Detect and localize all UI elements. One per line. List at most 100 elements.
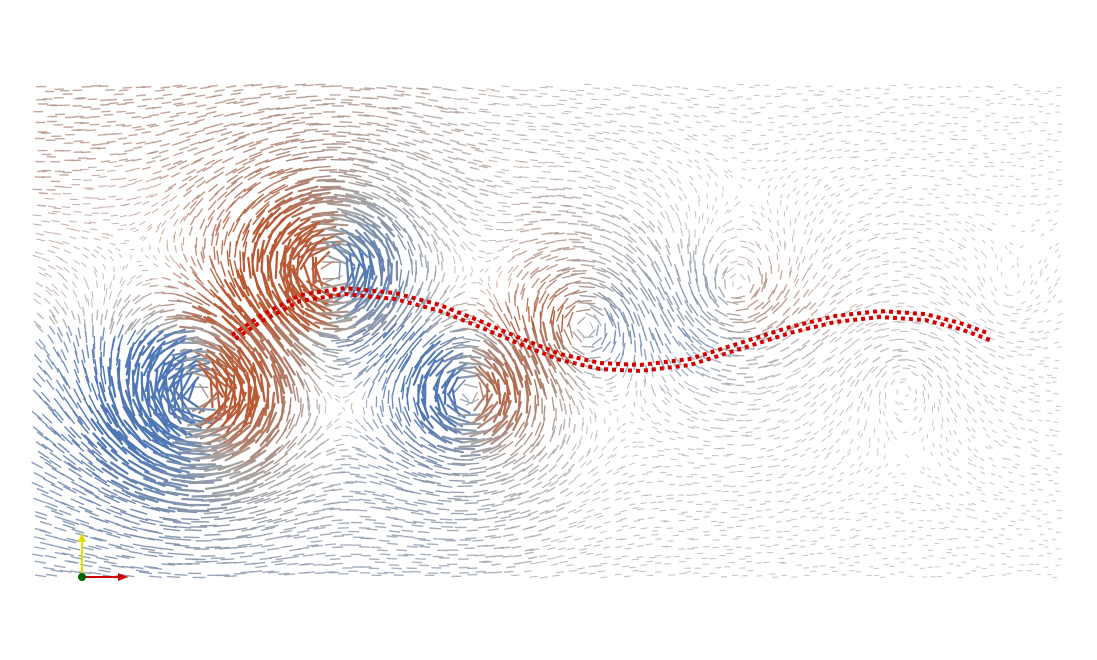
- vector-glyph: [308, 150, 325, 154]
- vector-glyph: [760, 166, 766, 169]
- vector-glyph: [41, 413, 53, 424]
- vector-glyph: [336, 357, 351, 361]
- vector-glyph: [621, 455, 628, 459]
- vector-glyph: [1045, 419, 1051, 422]
- vector-glyph: [262, 272, 273, 300]
- vector-glyph: [678, 93, 685, 95]
- vector-glyph: [604, 186, 614, 191]
- vector-glyph: [108, 161, 118, 164]
- vector-glyph: [229, 468, 252, 480]
- vector-glyph: [356, 368, 367, 377]
- vector-glyph: [84, 293, 88, 303]
- vector-glyph: [265, 212, 282, 230]
- vector-glyph: [757, 266, 762, 276]
- vector-glyph: [400, 184, 413, 192]
- vector-glyph: [693, 296, 703, 310]
- vector-glyph: [347, 103, 360, 106]
- vector-glyph: [67, 462, 81, 472]
- vector-glyph: [664, 277, 672, 290]
- vector-glyph: [462, 393, 470, 402]
- vector-glyph: [116, 297, 122, 307]
- vector-glyph: [305, 389, 310, 403]
- vector-glyph: [760, 212, 765, 217]
- vector-glyph: [657, 202, 663, 209]
- vector-glyph: [376, 95, 388, 99]
- vector-glyph: [915, 321, 923, 324]
- vector-glyph: [881, 272, 889, 275]
- vector-glyph: [383, 147, 397, 153]
- vector-glyph: [987, 319, 994, 324]
- vector-glyph: [280, 172, 298, 179]
- vector-glyph: [217, 460, 244, 471]
- vector-glyph: [561, 267, 576, 272]
- vector-glyph: [840, 230, 846, 235]
- vector-glyph: [182, 253, 188, 263]
- vector-glyph: [460, 98, 469, 101]
- vector-glyph: [391, 324, 405, 340]
- vector-glyph: [804, 191, 809, 196]
- vector-glyph: [650, 352, 655, 364]
- vector-glyph: [541, 148, 550, 151]
- vector-glyph: [542, 171, 551, 173]
- vector-glyph: [777, 476, 784, 479]
- vector-glyph: [809, 210, 814, 216]
- vector-glyph: [704, 120, 711, 122]
- vector-glyph: [345, 197, 367, 206]
- vector-glyph: [566, 311, 574, 327]
- vector-glyph: [1006, 381, 1012, 385]
- vector-glyph: [307, 397, 310, 410]
- vector-glyph: [752, 211, 757, 215]
- vector-glyph: [427, 349, 444, 366]
- vector-glyph: [451, 340, 470, 345]
- vector-glyph: [328, 171, 347, 174]
- vector-glyph: [813, 430, 819, 436]
- vector-glyph: [100, 446, 118, 462]
- vector-glyph: [88, 405, 100, 422]
- vector-glyph: [646, 254, 655, 265]
- vector-glyph: [191, 305, 211, 316]
- vector-glyph: [73, 273, 79, 280]
- vector-glyph: [202, 285, 216, 298]
- vector-glyph: [528, 238, 539, 242]
- vector-glyph: [524, 374, 532, 396]
- vector-glyph: [543, 405, 546, 421]
- vector-glyph: [670, 204, 675, 212]
- vector-glyph: [979, 466, 984, 470]
- vector-glyph: [511, 345, 524, 366]
- vector-glyph: [698, 195, 701, 202]
- vector-glyph: [573, 170, 582, 173]
- vector-glyph: [87, 441, 102, 456]
- vector-glyph: [589, 416, 592, 424]
- vector-glyph: [381, 377, 388, 391]
- vector-glyph: [649, 196, 656, 203]
- vector-glyph: [741, 168, 747, 171]
- vector-glyph: [361, 253, 367, 282]
- vector-glyph: [621, 430, 627, 434]
- vector-glyph: [85, 282, 90, 290]
- vector-glyph: [590, 223, 601, 228]
- vector-glyph: [226, 139, 239, 146]
- vector-glyph: [226, 174, 239, 183]
- vector-glyph: [988, 328, 996, 332]
- vector-glyph: [202, 165, 213, 172]
- vector-glyph: [609, 158, 618, 162]
- vector-glyph: [441, 315, 454, 324]
- vector-glyph: [761, 178, 766, 182]
- vector-glyph: [659, 255, 666, 267]
- vector-glyph: [776, 445, 783, 449]
- vector-glyph: [958, 246, 963, 250]
- vector-glyph: [1048, 246, 1053, 250]
- vector-glyph: [66, 331, 72, 343]
- vector-glyph: [405, 425, 417, 439]
- vector-glyph: [736, 263, 745, 266]
- vector-glyph: [470, 212, 479, 216]
- vector-glyph: [875, 370, 882, 378]
- vector-glyph: [730, 236, 738, 239]
- vector-glyph: [736, 201, 741, 205]
- vector-glyph: [943, 220, 949, 223]
- vector-glyph: [686, 164, 692, 168]
- vector-glyph: [595, 158, 603, 161]
- vector-glyph: [882, 252, 889, 255]
- vector-glyph: [385, 348, 397, 364]
